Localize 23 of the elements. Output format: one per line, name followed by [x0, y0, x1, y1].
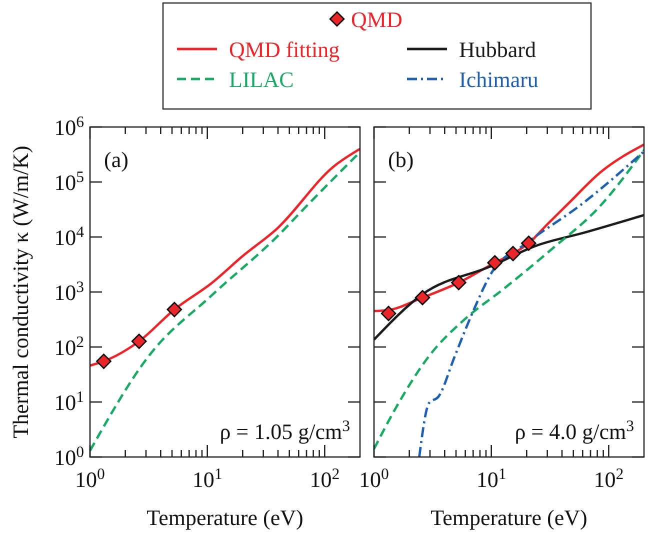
x-tick-label: 10$^{1}$ — [476, 466, 506, 492]
y-tick-label: 10$^{2}$ — [54, 334, 84, 360]
x-tick-label: 10$^{0}$ — [359, 466, 390, 492]
legend-label: QMD fitting — [229, 37, 340, 62]
legend-label: Ichimaru — [459, 67, 538, 92]
annotation: ρ = 4.0 g/cm$^{3}$ — [514, 418, 634, 444]
x-tick-label: 10$^{2}$ — [310, 466, 340, 492]
x-axis-title: Temperature (eV) — [430, 505, 588, 530]
legend-label: Hubbard — [459, 37, 536, 62]
y-tick-label: 10$^{3}$ — [54, 278, 84, 305]
y-tick-label: 10$^{1}$ — [54, 388, 84, 415]
legend-label: LILAC — [229, 67, 294, 92]
legend-label: QMD — [351, 7, 402, 32]
x-axis-title: Temperature (eV) — [146, 505, 304, 530]
x-tick-label: 10$^{2}$ — [594, 466, 624, 492]
annotation: ρ = 1.05 g/cm$^{3}$ — [220, 418, 350, 444]
y-tick-label: 10$^{6}$ — [54, 114, 84, 140]
annotation: (a) — [104, 147, 128, 172]
y-tick-label: 10$^{4}$ — [54, 224, 84, 250]
annotation: (b) — [388, 147, 414, 172]
x-tick-label: 10$^{1}$ — [192, 466, 222, 492]
y-tick-label: 10$^{5}$ — [54, 168, 84, 195]
y-axis-title: Thermal conductivity κ (W/m/K) — [8, 146, 33, 438]
